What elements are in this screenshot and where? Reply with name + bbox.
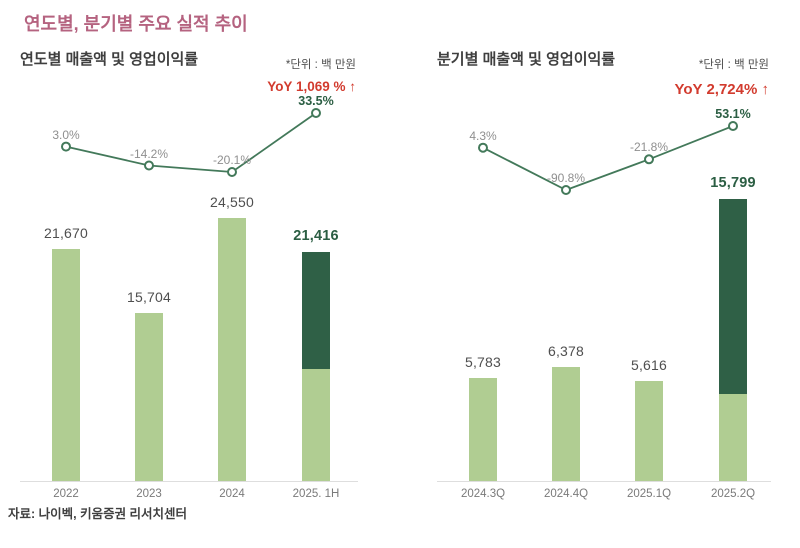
opm-point-label: -14.2% (129, 146, 169, 161)
trend-point-marker (478, 142, 488, 153)
revenue-bar-highlight (719, 199, 747, 394)
quarterly-chart-title: 분기별 매출액 및 영업이익률 (437, 51, 616, 68)
x-tick-label: 2024.3Q (460, 488, 506, 500)
trend-point-marker (311, 108, 321, 118)
revenue-bar (635, 380, 663, 481)
bar-value-label: 5,616 (630, 356, 668, 373)
opm-point-label: 33.5% (298, 94, 334, 108)
revenue-bar (552, 367, 580, 481)
opm-point-label: 53.1% (715, 107, 751, 121)
revenue-bar-base (302, 368, 330, 481)
quarterly-plot-area: 5,783 2024.3Q 6,378 2024.4Q 5,616 2025.1Q 15,7… (437, 0, 771, 548)
revenue-bar (135, 312, 163, 481)
x-axis-baseline (20, 481, 358, 482)
bar-value-label: 21,416 (293, 227, 339, 244)
x-tick-label: 2022 (53, 488, 79, 500)
x-tick-label: 2025.2Q (710, 488, 756, 500)
yearly-unit-note: *단위 : 백 만원 (285, 59, 356, 71)
bar-value-label: 24,550 (209, 194, 255, 210)
bar-value-label: 21,670 (43, 224, 89, 241)
source-note: 자료: 나이벡, 키움증권 리서치센터 (8, 507, 188, 521)
trend-point-marker (227, 167, 237, 177)
bar-value-label: 6,378 (547, 343, 585, 360)
trend-point-marker (61, 141, 71, 152)
bar-value-label: 15,704 (126, 288, 172, 305)
x-tick-label: 2025. 1H (292, 488, 340, 500)
revenue-bar-highlight (302, 251, 330, 369)
bar-value-label: 5,783 (464, 353, 502, 370)
x-tick-label: 2025.1Q (626, 488, 672, 500)
x-axis-baseline (437, 481, 771, 482)
quarterly-yoy-badge: YoY 2,724% ↑ (674, 81, 770, 98)
yearly-yoy-badge: YoY 1,069 % ↑ (267, 79, 356, 94)
trend-point-marker (144, 160, 154, 171)
revenue-bar-base (719, 393, 747, 481)
yearly-chart-panel: 연도별 매출액 및 영업이익률 *단위 : 백 만원 YoY 1,069 % ↑… (20, 0, 358, 548)
trend-point-marker (561, 185, 571, 195)
opm-point-label: -20.1% (212, 153, 252, 167)
page-title: 연도별, 분기별 주요 실적 추이 (24, 14, 248, 34)
x-tick-label: 2024 (219, 488, 245, 500)
x-tick-label: 2024.4Q (543, 488, 589, 500)
revenue-bar (218, 218, 246, 481)
trend-point-marker (644, 154, 654, 165)
quarterly-unit-note: *단위 : 백 만원 (698, 59, 769, 71)
opm-point-label: 3.0% (52, 127, 80, 142)
opm-point-label: 4.3% (469, 128, 497, 143)
opm-point-label: -21.8% (629, 140, 669, 155)
x-tick-label: 2023 (136, 488, 162, 500)
trend-line-path (65, 112, 317, 173)
quarterly-chart-panel: 분기별 매출액 및 영업이익률 *단위 : 백 만원 YoY 2,724% ↑ … (437, 0, 771, 548)
trend-point-marker (728, 121, 738, 131)
revenue-bar (52, 248, 80, 481)
bar-value-label: 15,799 (710, 175, 756, 191)
opm-point-label: -90.8% (546, 171, 586, 185)
yearly-chart-title: 연도별 매출액 및 영업이익률 (20, 51, 199, 68)
yearly-plot-area: 21,670 2022 15,704 2023 24,550 2024 21,416 2025… (20, 0, 358, 548)
revenue-bar (469, 377, 497, 481)
